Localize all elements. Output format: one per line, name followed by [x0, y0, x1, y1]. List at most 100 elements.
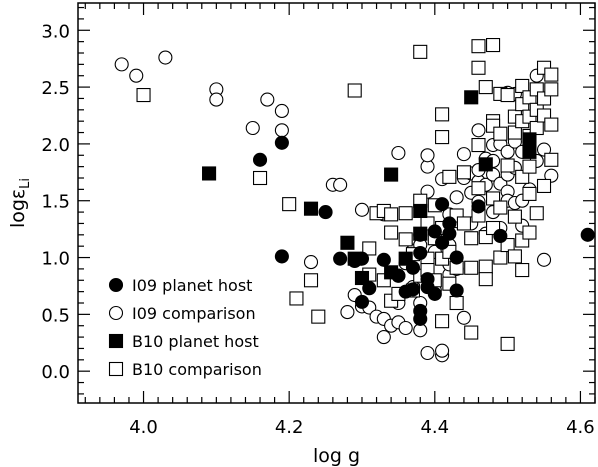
- legend-label-b10-comparison: B10 comparison: [132, 360, 262, 379]
- point-b10-comparison: [435, 130, 450, 145]
- point-b10-comparison: [347, 83, 362, 98]
- y-axis-label-main: logε: [7, 189, 29, 228]
- point-b10-comparison: [522, 225, 537, 240]
- point-b10-planet-host: [464, 90, 479, 105]
- point-i09-comparison: [245, 120, 260, 136]
- point-b10-comparison: [384, 207, 399, 222]
- x-axis-label: log g: [313, 445, 360, 467]
- point-i09-planet-host: [449, 283, 464, 298]
- point-b10-planet-host: [354, 270, 370, 286]
- legend-label-i09-planet-host: I09 planet host: [132, 276, 252, 295]
- y-axis-label-subscript: Li: [18, 178, 33, 189]
- point-b10-comparison: [507, 125, 522, 140]
- point-i09-planet-host: [376, 252, 391, 267]
- point-b10-planet-host: [384, 265, 399, 280]
- point-b10-planet-host: [413, 226, 428, 241]
- point-i09-comparison: [456, 310, 471, 325]
- point-b10-comparison: [464, 231, 479, 246]
- point-i09-planet-host: [413, 245, 428, 261]
- point-b10-planet-host: [522, 132, 537, 147]
- point-i09-planet-host: [493, 228, 508, 244]
- point-b10-comparison: [136, 87, 151, 103]
- point-b10-comparison: [500, 336, 515, 351]
- point-b10-comparison: [464, 325, 479, 340]
- point-i09-comparison: [500, 144, 515, 159]
- point-b10-comparison: [471, 181, 486, 196]
- point-b10-comparison: [478, 80, 493, 95]
- point-b10-comparison: [303, 273, 319, 288]
- point-b10-comparison: [544, 67, 559, 82]
- point-b10-comparison: [522, 186, 537, 201]
- y-tick-label: 0.0: [41, 362, 70, 383]
- point-i09-comparison: [333, 177, 348, 192]
- point-b10-planet-host: [522, 144, 537, 159]
- point-b10-comparison: [536, 178, 552, 194]
- point-i09-comparison: [303, 255, 319, 270]
- point-i09-comparison: [158, 50, 173, 65]
- point-i09-comparison: [536, 252, 552, 267]
- point-b10-comparison: [464, 260, 479, 275]
- x-tick-label: 4.2: [275, 417, 304, 438]
- point-i09-comparison: [435, 343, 450, 358]
- point-i09-planet-host: [354, 294, 370, 309]
- point-i09-comparison: [274, 123, 289, 138]
- point-b10-comparison: [456, 216, 471, 231]
- point-i09-planet-host: [274, 249, 289, 264]
- x-tick-label: 4.4: [420, 417, 449, 438]
- point-b10-comparison: [398, 232, 413, 247]
- point-b10-planet-host: [478, 157, 493, 172]
- axis-tick-labels: 4.0 4.2 4.4 4.6 0.0 0.5 1.0 1.5 2.0 2.5 3.0: [41, 21, 594, 438]
- point-i09-comparison: [129, 68, 144, 83]
- point-b10-planet-host: [303, 201, 319, 216]
- point-b10-comparison: [289, 291, 304, 306]
- point-i09-comparison: [420, 345, 435, 361]
- point-i09-planet-host: [449, 250, 464, 265]
- point-i09-planet-host: [274, 135, 289, 150]
- legend-label-b10-planet-host: B10 planet host: [132, 332, 259, 351]
- legend-marker-b10-planet-host: [108, 333, 124, 349]
- point-b10-comparison: [471, 137, 486, 153]
- point-b10-comparison: [500, 87, 515, 103]
- point-i09-planet-host: [435, 235, 450, 250]
- point-b10-comparison: [500, 237, 515, 253]
- point-b10-comparison: [282, 197, 297, 212]
- point-b10-comparison: [362, 241, 377, 256]
- point-b10-comparison: [529, 206, 544, 221]
- point-i09-planet-host: [405, 282, 421, 297]
- point-i09-planet-host: [442, 226, 457, 241]
- data-points: [114, 37, 595, 363]
- point-b10-comparison: [507, 249, 522, 264]
- point-b10-comparison: [471, 60, 486, 75]
- point-i09-comparison: [209, 92, 224, 107]
- point-b10-planet-host: [413, 203, 428, 219]
- point-i09-comparison: [456, 147, 471, 162]
- point-i09-comparison: [471, 123, 486, 138]
- point-b10-comparison: [493, 200, 508, 215]
- point-b10-comparison: [435, 314, 450, 329]
- point-b10-comparison: [413, 44, 428, 59]
- point-b10-comparison: [478, 272, 493, 287]
- point-b10-planet-host: [202, 166, 217, 181]
- point-b10-comparison: [456, 165, 471, 180]
- point-b10-comparison: [493, 126, 508, 141]
- point-b10-comparison: [449, 295, 464, 311]
- point-b10-comparison: [544, 152, 559, 167]
- point-b10-comparison: [442, 169, 457, 184]
- point-i09-comparison: [274, 103, 289, 119]
- point-b10-planet-host: [384, 167, 399, 182]
- point-b10-comparison: [486, 37, 501, 53]
- point-b10-comparison: [384, 225, 399, 240]
- point-b10-planet-host: [347, 251, 362, 266]
- legend-marker-i09-planet-host: [108, 277, 124, 293]
- point-b10-comparison: [522, 159, 537, 174]
- y-tick-label: 2.5: [41, 78, 70, 99]
- legend-marker-b10-comparison: [108, 361, 124, 377]
- point-b10-comparison: [435, 107, 450, 122]
- point-i09-planet-host: [333, 251, 348, 266]
- legend-marker-i09-comparison: [108, 305, 124, 321]
- point-i09-comparison: [420, 148, 435, 163]
- legend-label-i09-comparison: I09 comparison: [132, 304, 256, 323]
- point-i09-planet-host: [435, 197, 450, 212]
- point-b10-planet-host: [340, 235, 355, 250]
